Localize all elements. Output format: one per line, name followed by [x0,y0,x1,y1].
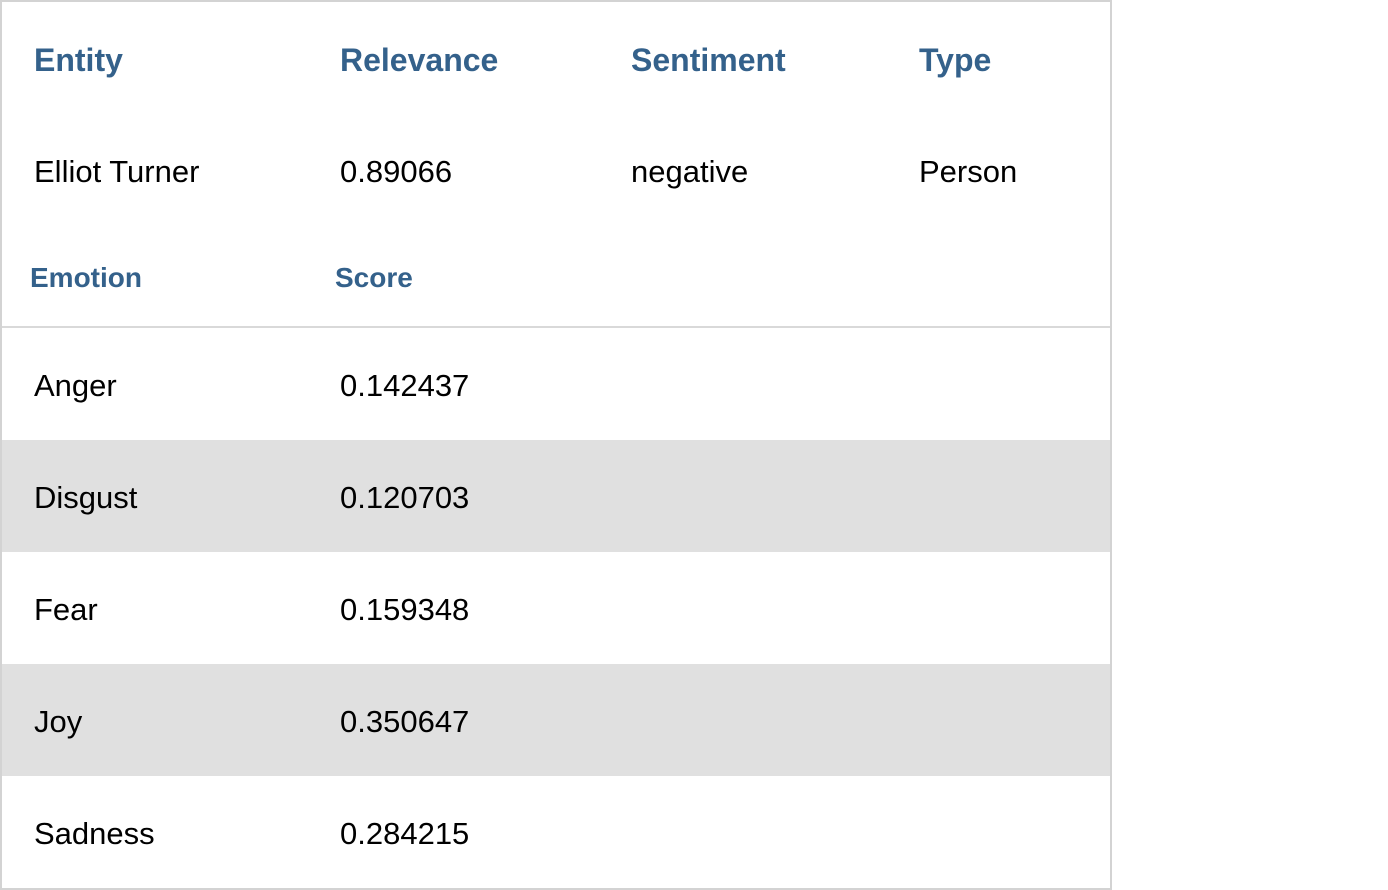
emotion-name: Sadness [34,816,155,851]
entity-name: Elliot Turner [34,154,200,189]
emotion-row: Disgust 0.120703 [2,440,1110,552]
emotion-row: Joy 0.350647 [2,664,1110,776]
emotion-score: 0.159348 [340,592,470,627]
emotion-column-header: Emotion [30,262,142,293]
emotion-score: 0.350647 [340,704,470,739]
sentiment-column-header: Sentiment [631,42,786,78]
relevance-column-header: Relevance [340,42,499,78]
emotion-row: Fear 0.159348 [2,552,1110,664]
emotion-name: Fear [34,592,98,627]
entity-panel: Entity Relevance Sentiment Type Elliot T… [0,0,1112,890]
sentiment-value: negative [631,154,749,189]
emotion-score: 0.142437 [340,368,470,403]
table-divider [2,326,1110,328]
relevance-value: 0.89066 [340,154,453,189]
type-column-header: Type [919,42,992,78]
entity-column-header: Entity [34,42,123,78]
emotion-row: Sadness 0.284215 [2,776,1110,888]
type-value: Person [919,154,1018,189]
emotion-score: 0.284215 [340,816,470,851]
emotion-name: Anger [34,368,117,403]
emotion-row: Anger 0.142437 [2,328,1110,440]
emotion-score: 0.120703 [340,480,470,515]
emotion-name: Joy [34,704,83,739]
score-column-header: Score [335,262,413,293]
emotion-name: Disgust [34,480,138,515]
